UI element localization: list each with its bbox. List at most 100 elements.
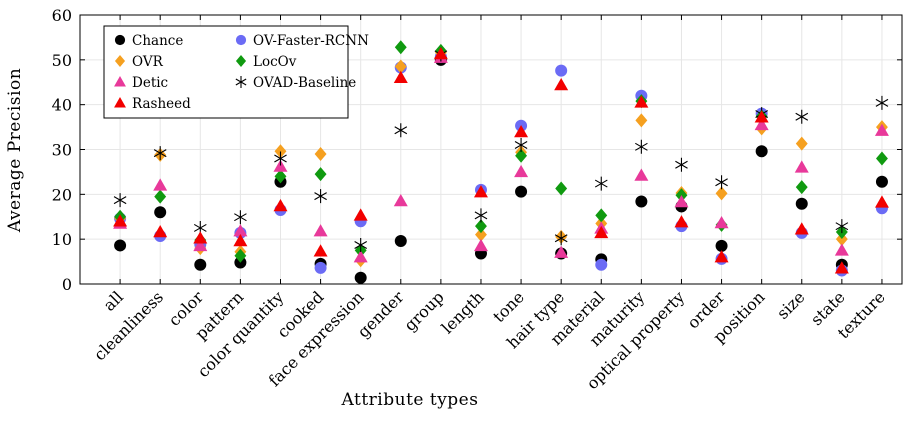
point-chance	[114, 239, 127, 252]
point-ovad-baseline	[795, 109, 809, 124]
point-rasheed	[353, 208, 368, 221]
point-rasheed	[153, 224, 168, 238]
point-rasheed	[634, 95, 649, 108]
x-tick-label: size	[773, 287, 809, 323]
point-ovad-baseline	[594, 176, 608, 191]
point-ovad-baseline	[113, 193, 127, 208]
point-rasheed	[113, 214, 128, 227]
y-tick-label: 60	[52, 6, 72, 25]
y-tick-label: 40	[52, 96, 72, 115]
legend-marker-ovad-baseline	[235, 76, 247, 88]
point-ovad-baseline	[394, 123, 408, 138]
point-ovad-baseline	[875, 95, 889, 110]
legend-marker-locov	[235, 55, 247, 67]
point-ovad-baseline	[554, 231, 568, 246]
y-tick-label: 20	[52, 185, 72, 204]
legend-marker-ovr	[114, 55, 126, 67]
point-locov	[555, 181, 568, 196]
point-chance	[515, 185, 528, 198]
legend-marker-rasheed	[114, 97, 126, 108]
point-rasheed	[674, 215, 689, 228]
point-ovad-baseline	[675, 157, 688, 172]
legend-label: Chance	[132, 33, 183, 49]
point-rasheed	[874, 195, 889, 208]
point-rasheed	[594, 225, 609, 239]
point-locov	[515, 148, 528, 163]
legend-label: OVAD-Baseline	[253, 75, 356, 91]
point-chance	[755, 145, 768, 158]
point-detic	[754, 117, 769, 131]
legend-label: OVR	[132, 54, 164, 70]
y-tick-label: 10	[52, 230, 72, 249]
point-locov	[795, 180, 808, 195]
point-ovad-baseline	[234, 210, 247, 225]
point-ovr	[314, 146, 327, 161]
point-ovad-baseline	[514, 138, 528, 153]
point-locov	[394, 40, 407, 55]
point-ovad-baseline	[635, 139, 648, 154]
legend-label: OV-Faster-RCNN	[253, 33, 369, 49]
point-locov	[154, 189, 167, 204]
point-detic	[313, 224, 328, 237]
point-detic	[874, 123, 889, 136]
point-locov	[876, 151, 888, 166]
point-ovr	[635, 113, 648, 128]
point-detic	[233, 224, 248, 237]
point-rasheed	[393, 70, 408, 84]
y-axis-label: Average Precision	[5, 68, 25, 233]
point-ovad-baseline	[354, 237, 368, 252]
point-detic	[674, 194, 689, 208]
legend-marker-detic	[114, 76, 126, 87]
point-ov-faster-rcnn	[595, 258, 608, 271]
point-rasheed	[514, 125, 529, 138]
point-chance	[875, 175, 888, 188]
x-tick-label: all	[100, 287, 127, 314]
point-rasheed	[273, 198, 288, 212]
point-ovr	[274, 144, 287, 159]
point-detic	[554, 245, 569, 258]
point-detic	[714, 216, 729, 229]
point-chance	[635, 195, 648, 208]
point-ovad-baseline	[314, 189, 327, 204]
point-chance	[194, 258, 207, 271]
legend-label: Rasheed	[132, 96, 191, 112]
point-chance	[795, 197, 808, 210]
point-rasheed	[433, 47, 448, 60]
legend-label: LocOv	[253, 54, 297, 70]
point-rasheed	[834, 261, 849, 274]
point-ovr	[835, 232, 848, 247]
point-chance	[715, 239, 728, 252]
point-ovr	[475, 227, 487, 242]
point-rasheed	[794, 222, 809, 235]
x-axis-label: Attribute types	[341, 390, 479, 410]
data-marks	[113, 40, 889, 284]
point-ovad-baseline	[474, 208, 488, 223]
legend-marker-chance	[114, 34, 126, 46]
point-ovad-baseline	[274, 151, 287, 166]
point-locov	[314, 167, 327, 182]
point-detic	[393, 194, 408, 207]
point-rasheed	[313, 244, 328, 257]
point-detic	[794, 160, 809, 173]
point-rasheed	[714, 250, 729, 263]
point-chance	[394, 234, 407, 247]
legend-box	[103, 25, 349, 119]
point-detic	[834, 243, 849, 256]
point-detic	[514, 164, 529, 178]
point-locov	[274, 169, 287, 184]
point-rasheed	[754, 110, 769, 123]
point-rasheed	[193, 231, 208, 244]
point-ovr	[715, 186, 728, 201]
point-detic	[634, 168, 649, 181]
point-detic	[473, 238, 488, 252]
point-locov	[475, 219, 487, 234]
legend-marker-ov-faster-rcnn	[235, 34, 247, 46]
point-chance	[154, 206, 167, 219]
x-tick-label: length	[438, 287, 488, 337]
point-ovad-baseline	[715, 175, 728, 190]
point-ov-faster-rcnn	[555, 64, 568, 77]
point-detic	[193, 238, 208, 252]
y-tick-label: 50	[52, 51, 72, 70]
point-ov-faster-rcnn	[314, 261, 327, 274]
